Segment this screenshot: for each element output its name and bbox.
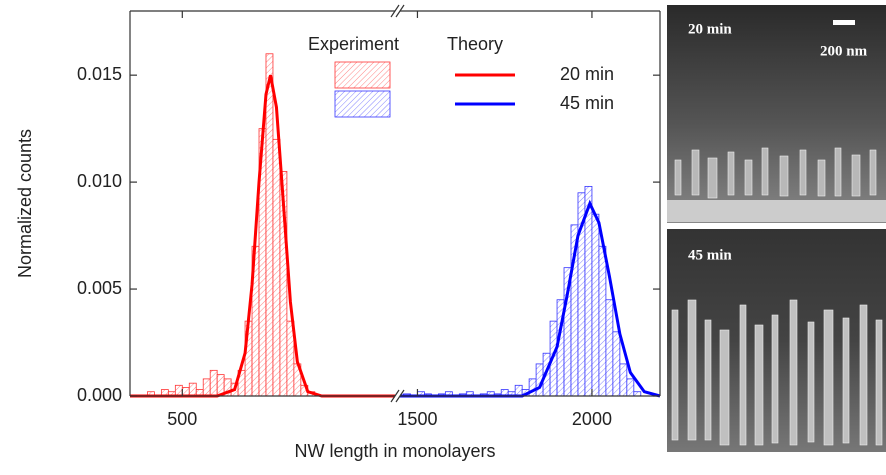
- x-axis-label: NW length in monolayers: [294, 441, 495, 461]
- histogram-bar: [174, 384, 183, 397]
- axis-break: [390, 4, 400, 18]
- x-tick-label: 1500: [397, 409, 437, 429]
- theory-line: [130, 74, 395, 398]
- histogram-bar: [188, 382, 197, 397]
- y-axis-label: Normalized counts: [15, 129, 35, 278]
- legend-swatch: [334, 61, 391, 89]
- axis-break: [390, 389, 400, 403]
- panel-label: 45 min: [688, 247, 732, 263]
- theory-line: [400, 199, 661, 398]
- histogram-bar: [209, 369, 218, 397]
- histogram-bar: [619, 363, 628, 397]
- histogram-bar: [605, 299, 614, 397]
- panel-label: 20 min: [688, 21, 732, 37]
- sem-panel-2: 45 min: [667, 229, 886, 452]
- histogram-bar: [514, 384, 523, 397]
- legend-label: 45 min: [560, 93, 614, 113]
- legend-header: Experiment: [308, 34, 399, 54]
- histogram-bar: [598, 245, 607, 397]
- axis-break: [395, 389, 405, 403]
- scale-bar-label: 200 nm: [820, 43, 868, 59]
- legend-swatch: [334, 90, 391, 118]
- legend-label: 20 min: [560, 64, 614, 84]
- histogram-bar: [202, 378, 211, 397]
- histogram-bar: [612, 331, 621, 397]
- legend-header: Theory: [447, 34, 503, 54]
- y-tick-label: 0.000: [77, 385, 122, 405]
- histogram-bar: [265, 53, 274, 397]
- axis-break: [395, 4, 405, 18]
- histogram-bar: [626, 378, 635, 397]
- histogram-bar: [272, 138, 281, 397]
- x-tick-label: 2000: [572, 409, 612, 429]
- histogram-bar: [633, 391, 642, 397]
- histogram-bar: [591, 213, 600, 397]
- x-tick-label: 500: [167, 409, 197, 429]
- y-tick-label: 0.010: [77, 171, 122, 191]
- sem-panel-1: 20 min 200 nm: [667, 5, 886, 223]
- y-tick-label: 0.005: [77, 278, 122, 298]
- y-tick-label: 0.015: [77, 64, 122, 84]
